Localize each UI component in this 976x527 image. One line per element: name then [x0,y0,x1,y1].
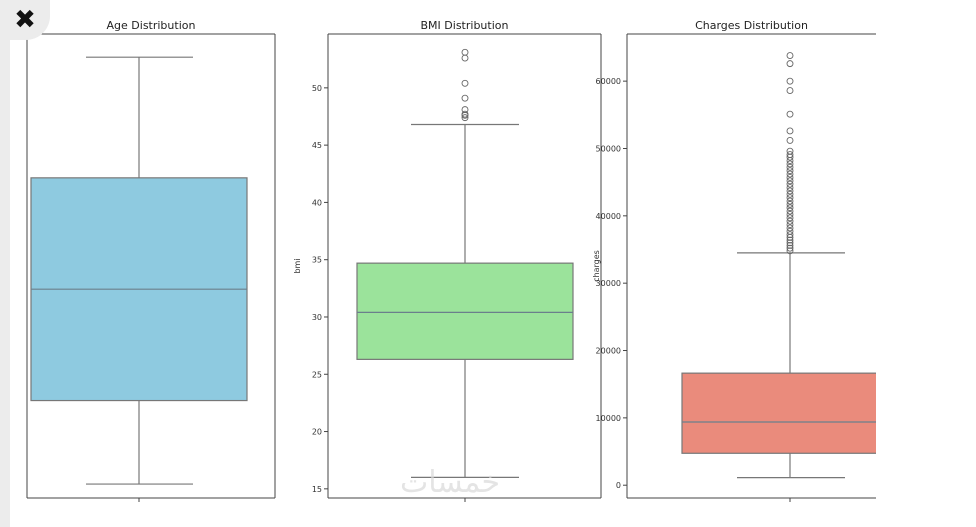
y-tick-label: 15 [312,485,322,494]
y-axis-label: bmi [293,258,302,273]
outlier-point [786,77,794,85]
outlier-point [786,214,794,222]
plot-area-clip [681,52,876,479]
outlier-point [786,197,794,205]
outlier-point [786,180,794,188]
outlier-point [786,177,794,185]
y-tick-label: 30 [312,313,322,322]
outlier-point [786,200,794,208]
y-tick-label: 45 [312,141,322,150]
chart-title: BMI Distribution [421,19,509,32]
outlier-point [786,217,794,225]
outlier-point [786,167,794,175]
outlier-point [786,207,794,215]
y-tick-label: 35 [312,256,322,265]
y-axis-label: charges [592,250,601,282]
watermark-text: خمسات [400,465,500,500]
outlier-point [786,60,794,68]
outlier-point [786,239,794,247]
outlier-point [786,247,794,255]
y-tick-label: 30000 [596,279,621,288]
chart-title: Charges Distribution [695,19,808,32]
iqr-box [681,372,876,454]
outlier-point [786,163,794,171]
outlier-point [786,227,794,235]
outlier-point [461,79,469,87]
outlier-point [461,114,469,122]
outlier-point [786,170,794,178]
outlier-point [786,184,794,191]
outlier-point [786,52,794,60]
y-tick-label: 20000 [596,347,621,356]
outlier-point [786,127,794,135]
close-icon[interactable]: ✖ [0,0,50,40]
outlier-point [786,87,794,95]
y-tick-label: 50 [312,84,322,93]
y-tick-label: 60000 [596,77,621,86]
outlier-point [786,244,794,252]
y-tick-label: 40 [312,198,322,207]
outlier-point [786,211,794,218]
outlier-point [786,110,794,118]
outlier-point [461,110,469,118]
y-tick-label: 25 [312,370,322,379]
panel-3: Charges Distribution 0 10000 20000 30000 4000… [592,19,876,502]
y-tick-label: 0 [616,481,621,490]
outlier-point [786,204,794,212]
outlier-point [786,160,794,168]
iqr-box [356,262,574,360]
outlier-point [786,231,794,239]
outlier-point [786,194,794,202]
y-tick-label: 50000 [596,144,621,153]
outlier-point [786,224,794,232]
y-tick-label: 20 [312,428,322,437]
panel-1: Age Distribution [26,19,276,502]
outlier-point [786,151,794,158]
outlier-point [786,187,794,195]
outlier-point [461,48,469,56]
panel-2: BMI Distribution 15 20 25 30 35 40 45 50 bmi [293,19,602,502]
outlier-point [786,173,794,181]
left-edge-strip [0,40,10,527]
outlier-point [786,221,794,229]
y-tick-label: 40000 [596,212,621,221]
outlier-point [461,106,469,114]
outlier-point [461,94,469,102]
outlier-point [786,147,794,155]
outlier-point [786,242,794,249]
y-tick-label: 10000 [596,414,621,423]
chart-title: Age Distribution [107,19,196,32]
outlier-point [461,54,469,62]
outlier-point [786,190,794,198]
outlier-point [786,136,794,144]
outlier-point [786,236,794,244]
